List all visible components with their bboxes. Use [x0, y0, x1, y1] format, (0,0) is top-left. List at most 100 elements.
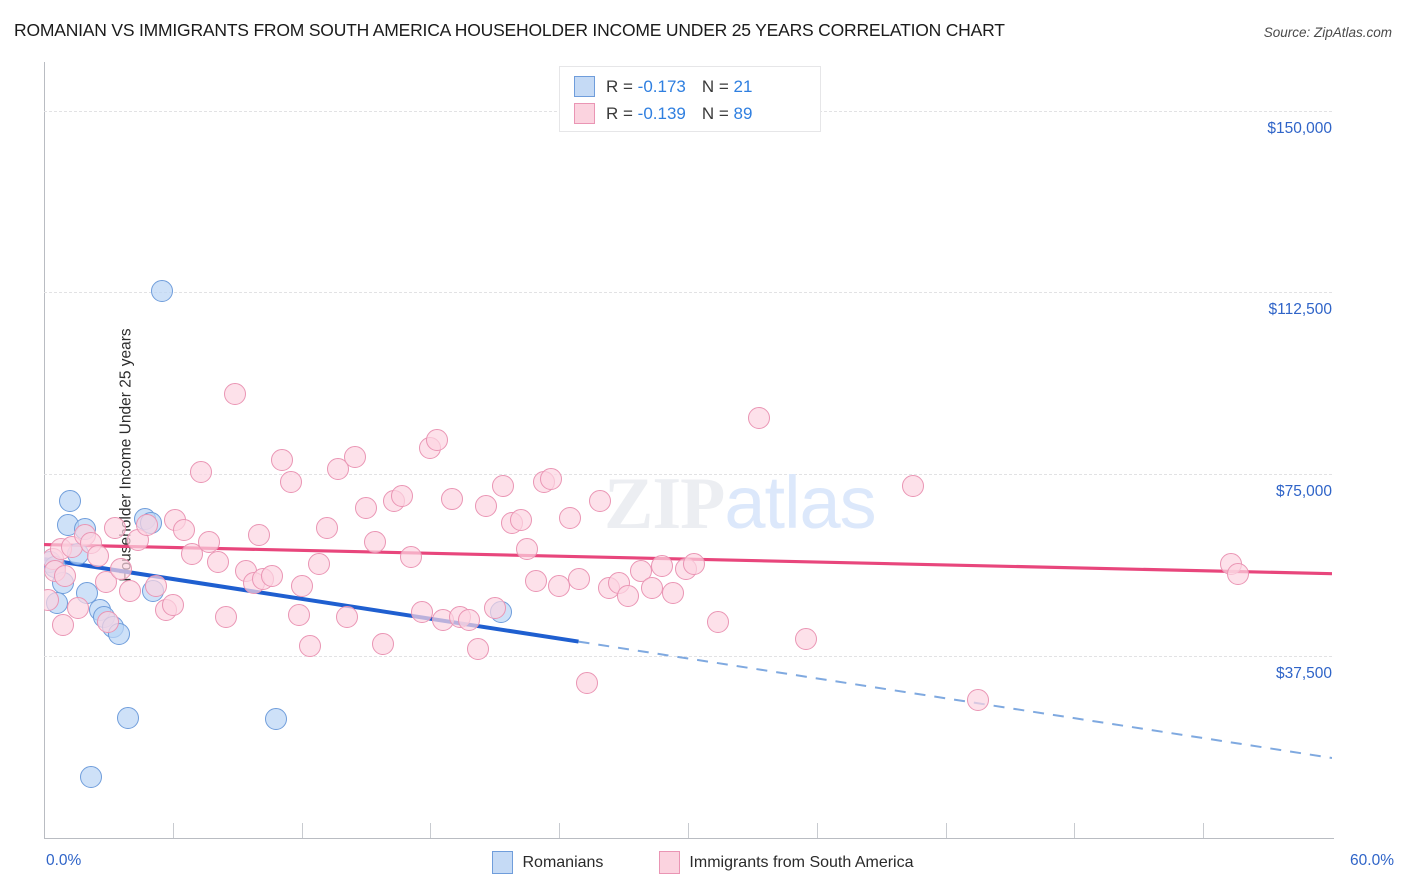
scatter-point[interactable] [509, 509, 532, 532]
scatter-point[interactable] [410, 601, 433, 624]
scatter-point[interactable] [651, 555, 674, 578]
scatter-point[interactable] [247, 523, 270, 546]
scatter-point[interactable] [110, 557, 133, 580]
scatter-point[interactable] [492, 475, 515, 498]
scatter-point[interactable] [902, 475, 925, 498]
scatter-point[interactable] [640, 577, 663, 600]
scatter-point[interactable] [144, 574, 167, 597]
y-axis-line [44, 62, 45, 838]
legend-item-romanians[interactable]: Romanians [492, 851, 603, 874]
scatter-point[interactable] [576, 671, 599, 694]
scatter-point[interactable] [567, 567, 590, 590]
scatter-point[interactable] [683, 552, 706, 575]
scatter-point[interactable] [151, 279, 174, 302]
scatter-point[interactable] [458, 608, 481, 631]
scatter-point[interactable] [67, 596, 90, 619]
scatter-point[interactable] [483, 596, 506, 619]
scatter-point[interactable] [80, 766, 103, 789]
legend-swatch-immigrants [659, 851, 681, 874]
scatter-point[interactable] [440, 487, 463, 510]
scatter-point[interactable] [516, 538, 538, 561]
scatter-point[interactable] [260, 565, 283, 588]
scatter-point[interactable] [299, 635, 322, 658]
scatter-point[interactable] [344, 446, 367, 469]
scatter-point[interactable] [391, 485, 414, 508]
scatter-point[interactable] [588, 489, 611, 512]
scatter-point[interactable] [103, 516, 126, 539]
scatter-point[interactable] [548, 574, 571, 597]
scatter-point[interactable] [629, 560, 652, 583]
scatter-point[interactable] [52, 613, 75, 636]
x-axis-tick [816, 823, 818, 838]
scatter-point[interactable] [97, 611, 120, 634]
scatter-point[interactable] [181, 543, 204, 566]
scatter-point[interactable] [198, 531, 221, 554]
y-axis-tick-label: $75,000 [1275, 483, 1332, 501]
scatter-point[interactable] [307, 552, 330, 575]
scatter-point[interactable] [425, 429, 448, 452]
scatter-point[interactable] [224, 383, 247, 406]
scatter-point[interactable] [279, 470, 302, 493]
n-prefix-romanians: N = [701, 76, 734, 96]
scatter-point[interactable] [372, 633, 395, 655]
x-axis-tick [1074, 823, 1076, 838]
scatter-point[interactable] [539, 468, 562, 491]
scatter-point[interactable] [161, 594, 184, 617]
legend-item-immigrants[interactable]: Immigrants from South America [659, 851, 914, 874]
legend-swatch-romanians [492, 851, 514, 874]
scatter-point[interactable] [86, 544, 109, 567]
scatter-point[interactable] [327, 458, 350, 481]
scatter-point[interactable] [966, 688, 989, 711]
scatter-point[interactable] [475, 494, 498, 517]
scatter-point[interactable] [747, 407, 770, 430]
scatter-point[interactable] [189, 460, 212, 483]
r-value-romanians: -0.173 [637, 76, 686, 96]
scatter-point[interactable] [271, 448, 294, 471]
scatter-point[interactable] [558, 506, 581, 529]
scatter-point[interactable] [116, 706, 139, 729]
trend-lines [44, 542, 1332, 759]
stats-swatch-romanians [574, 76, 595, 97]
r-prefix-immigrants: R = [606, 103, 638, 123]
x-axis-tick [559, 823, 561, 838]
scatter-point[interactable] [118, 579, 141, 602]
r-prefix-romanians: R = [606, 76, 638, 96]
x-axis-tick [430, 823, 432, 838]
scatter-point[interactable] [363, 531, 386, 554]
scatter-point[interactable] [288, 603, 311, 626]
y-axis-title-wrap: Householder Income Under 25 years [8, 290, 135, 620]
x-axis-tick [688, 823, 689, 838]
scatter-point[interactable] [58, 489, 81, 512]
scatter-point[interactable] [707, 611, 730, 634]
stats-text-immigrants: R = -0.139 N = 89 [606, 104, 752, 124]
scatter-point[interactable] [206, 550, 229, 573]
scatter-point[interactable] [54, 565, 77, 588]
y-axis-tick-label: $150,000 [1267, 119, 1332, 137]
stats-text-romanians: R = -0.173 N = 21 [606, 77, 752, 97]
scatter-point[interactable] [335, 606, 358, 629]
scatter-point[interactable] [172, 519, 195, 542]
x-axis-label-min: 0.0% [46, 852, 82, 869]
scatter-point[interactable] [215, 606, 238, 629]
scatter-point[interactable] [524, 569, 547, 592]
scatter-point[interactable] [661, 582, 684, 605]
scatter-point[interactable] [95, 570, 118, 593]
x-axis-tick [301, 823, 303, 838]
scatter-point[interactable] [290, 574, 313, 597]
n-prefix-immigrants: N = [701, 103, 734, 123]
scatter-point[interactable] [795, 628, 818, 651]
gridline [44, 474, 1332, 476]
scatter-point[interactable] [466, 637, 489, 660]
scatter-point[interactable] [316, 516, 339, 539]
scatter-point[interactable] [136, 514, 159, 537]
scatter-point[interactable] [355, 497, 377, 520]
scatter-point[interactable] [400, 545, 423, 568]
scatter-point[interactable] [616, 584, 639, 607]
stats-row-romanians: R = -0.173 N = 21 [574, 73, 810, 100]
stats-row-immigrants: R = -0.139 N = 89 [574, 100, 810, 127]
trend-line-solid-romanians [44, 557, 579, 644]
scatter-point[interactable] [1226, 562, 1249, 585]
stats-swatch-immigrants [574, 103, 595, 124]
r-value-immigrants: -0.139 [637, 103, 686, 123]
scatter-point[interactable] [264, 708, 287, 731]
